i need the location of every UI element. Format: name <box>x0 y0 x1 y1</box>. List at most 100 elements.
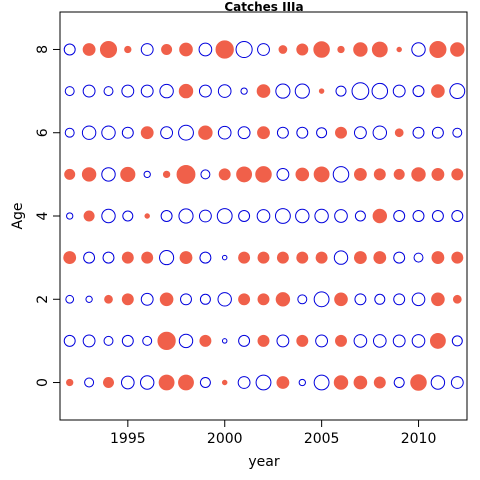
bubble-age8-1995 <box>124 45 132 54</box>
bubble-age2-2006 <box>334 292 348 307</box>
bubble-age1-2010 <box>411 334 426 348</box>
y-tick-label-2: 2 <box>35 295 51 304</box>
bubble-age7-2005 <box>318 88 325 94</box>
bubble-age8-2003 <box>278 45 288 54</box>
bubble-age0-1993 <box>84 377 95 388</box>
bubble-age3-1998 <box>179 251 193 265</box>
bubble-age1-2000 <box>221 338 228 344</box>
bubble-age6-1998 <box>178 124 194 141</box>
bubble-age4-1996 <box>144 213 150 219</box>
x-tick-label-1995: 1995 <box>110 431 146 447</box>
bubble-age3-2001 <box>238 251 251 264</box>
bubble-age8-2002 <box>257 43 270 56</box>
bubble-age5-2008 <box>373 168 386 181</box>
bubble-age8-1999 <box>198 42 213 57</box>
bubble-age6-2003 <box>276 126 289 139</box>
bubble-age0-2011 <box>430 375 446 390</box>
bubble-age6-1995 <box>121 126 134 139</box>
bubble-age5-2002 <box>255 166 272 183</box>
bubble-age3-2003 <box>276 251 289 264</box>
bubble-age5-2011 <box>431 167 445 181</box>
bubble-age3-2009 <box>393 251 406 264</box>
bubble-age7-2006 <box>335 85 347 97</box>
bubble-age6-1992 <box>64 127 75 138</box>
bubble-age4-1994 <box>101 208 116 224</box>
bubble-age4-2004 <box>295 208 310 224</box>
bubble-age3-2010 <box>413 252 424 263</box>
bubble-age6-2011 <box>431 126 444 139</box>
bubble-age1-2006 <box>335 334 347 347</box>
bubble-age0-1999 <box>199 377 211 388</box>
bubble-age6-2006 <box>335 126 347 139</box>
bubble-age6-1997 <box>160 126 174 140</box>
bubble-age7-2007 <box>351 82 370 100</box>
bubble-age8-2007 <box>353 42 368 57</box>
bubble-age8-2006 <box>337 45 345 54</box>
bubble-age5-1997 <box>162 170 171 179</box>
bubble-age7-2009 <box>392 84 406 98</box>
bubble-age2-2007 <box>354 293 367 306</box>
bubble-age1-2007 <box>353 334 368 348</box>
bubble-age2-1992 <box>65 294 75 304</box>
y-tick-label-6: 6 <box>35 128 51 137</box>
bubble-age5-2003 <box>276 167 290 181</box>
bubble-age7-2001 <box>240 87 248 95</box>
bubble-age6-2009 <box>394 128 404 138</box>
bubble-age4-2006 <box>334 209 348 223</box>
bubble-age0-2007 <box>353 375 368 390</box>
bubble-age8-2011 <box>429 40 447 59</box>
bubble-age4-2005 <box>314 208 329 224</box>
bubble-age7-1993 <box>82 84 96 98</box>
bubble-age4-1995 <box>122 210 134 222</box>
bubble-age8-1996 <box>140 43 154 56</box>
bubble-age8-1997 <box>161 44 173 55</box>
bubble-age2-2000 <box>217 292 232 307</box>
bubble-age1-1996 <box>142 335 153 346</box>
bubble-age5-2009 <box>393 168 405 180</box>
bubble-age6-2004 <box>296 126 309 139</box>
bubble-age5-2006 <box>332 166 350 183</box>
bubble-age1-2012 <box>451 335 463 347</box>
bubble-age8-2012 <box>450 42 465 57</box>
bubble-age5-1994 <box>101 167 116 182</box>
bubble-age3-2008 <box>373 251 387 265</box>
bubble-age4-2011 <box>431 210 444 222</box>
bubble-age1-2004 <box>296 334 309 347</box>
bubble-age3-2011 <box>431 251 445 265</box>
bubble-age6-2008 <box>372 125 388 140</box>
bubble-age5-2000 <box>218 168 231 181</box>
bubble-age3-1997 <box>159 250 175 266</box>
bubble-age2-2003 <box>275 292 291 307</box>
bubble-age4-1997 <box>160 210 173 222</box>
bubble-age0-2009 <box>393 377 405 388</box>
bubble-age0-2012 <box>450 376 464 389</box>
bubble-age3-1992 <box>63 251 77 265</box>
bubble-age8-1992 <box>63 43 76 56</box>
bubble-age6-2007 <box>353 126 367 140</box>
bubble-age8-1998 <box>179 42 193 57</box>
bubble-age3-1996 <box>141 251 154 264</box>
bubble-age1-1995 <box>121 334 134 347</box>
bubble-age2-2008 <box>374 293 386 305</box>
bubble-age4-1998 <box>178 208 194 224</box>
bubble-age2-2002 <box>257 293 270 306</box>
bubble-age4-2001 <box>238 210 251 222</box>
bubble-age5-1998 <box>176 164 196 184</box>
bubble-age3-2004 <box>296 251 309 264</box>
x-axis: 1995 2000 2005 2010 <box>110 420 436 447</box>
bubble-age8-2010 <box>411 42 426 57</box>
bubble-age5-1993 <box>81 167 97 182</box>
bubble-age0-2010 <box>410 374 427 391</box>
bubble-age7-2004 <box>294 83 310 99</box>
bubble-age3-2002 <box>257 251 270 264</box>
bubble-age5-2007 <box>353 167 367 181</box>
bubble-age3-1994 <box>102 251 115 264</box>
bubble-age2-2012 <box>452 294 462 304</box>
bubble-age2-1998 <box>180 293 192 306</box>
bubble-age1-2011 <box>429 332 446 349</box>
bubble-age7-2010 <box>412 85 425 98</box>
bubble-age1-1992 <box>63 334 76 347</box>
bubble-age6-2000 <box>217 125 232 140</box>
bubble-age4-2003 <box>274 208 291 224</box>
bubble-age1-1994 <box>103 335 114 346</box>
